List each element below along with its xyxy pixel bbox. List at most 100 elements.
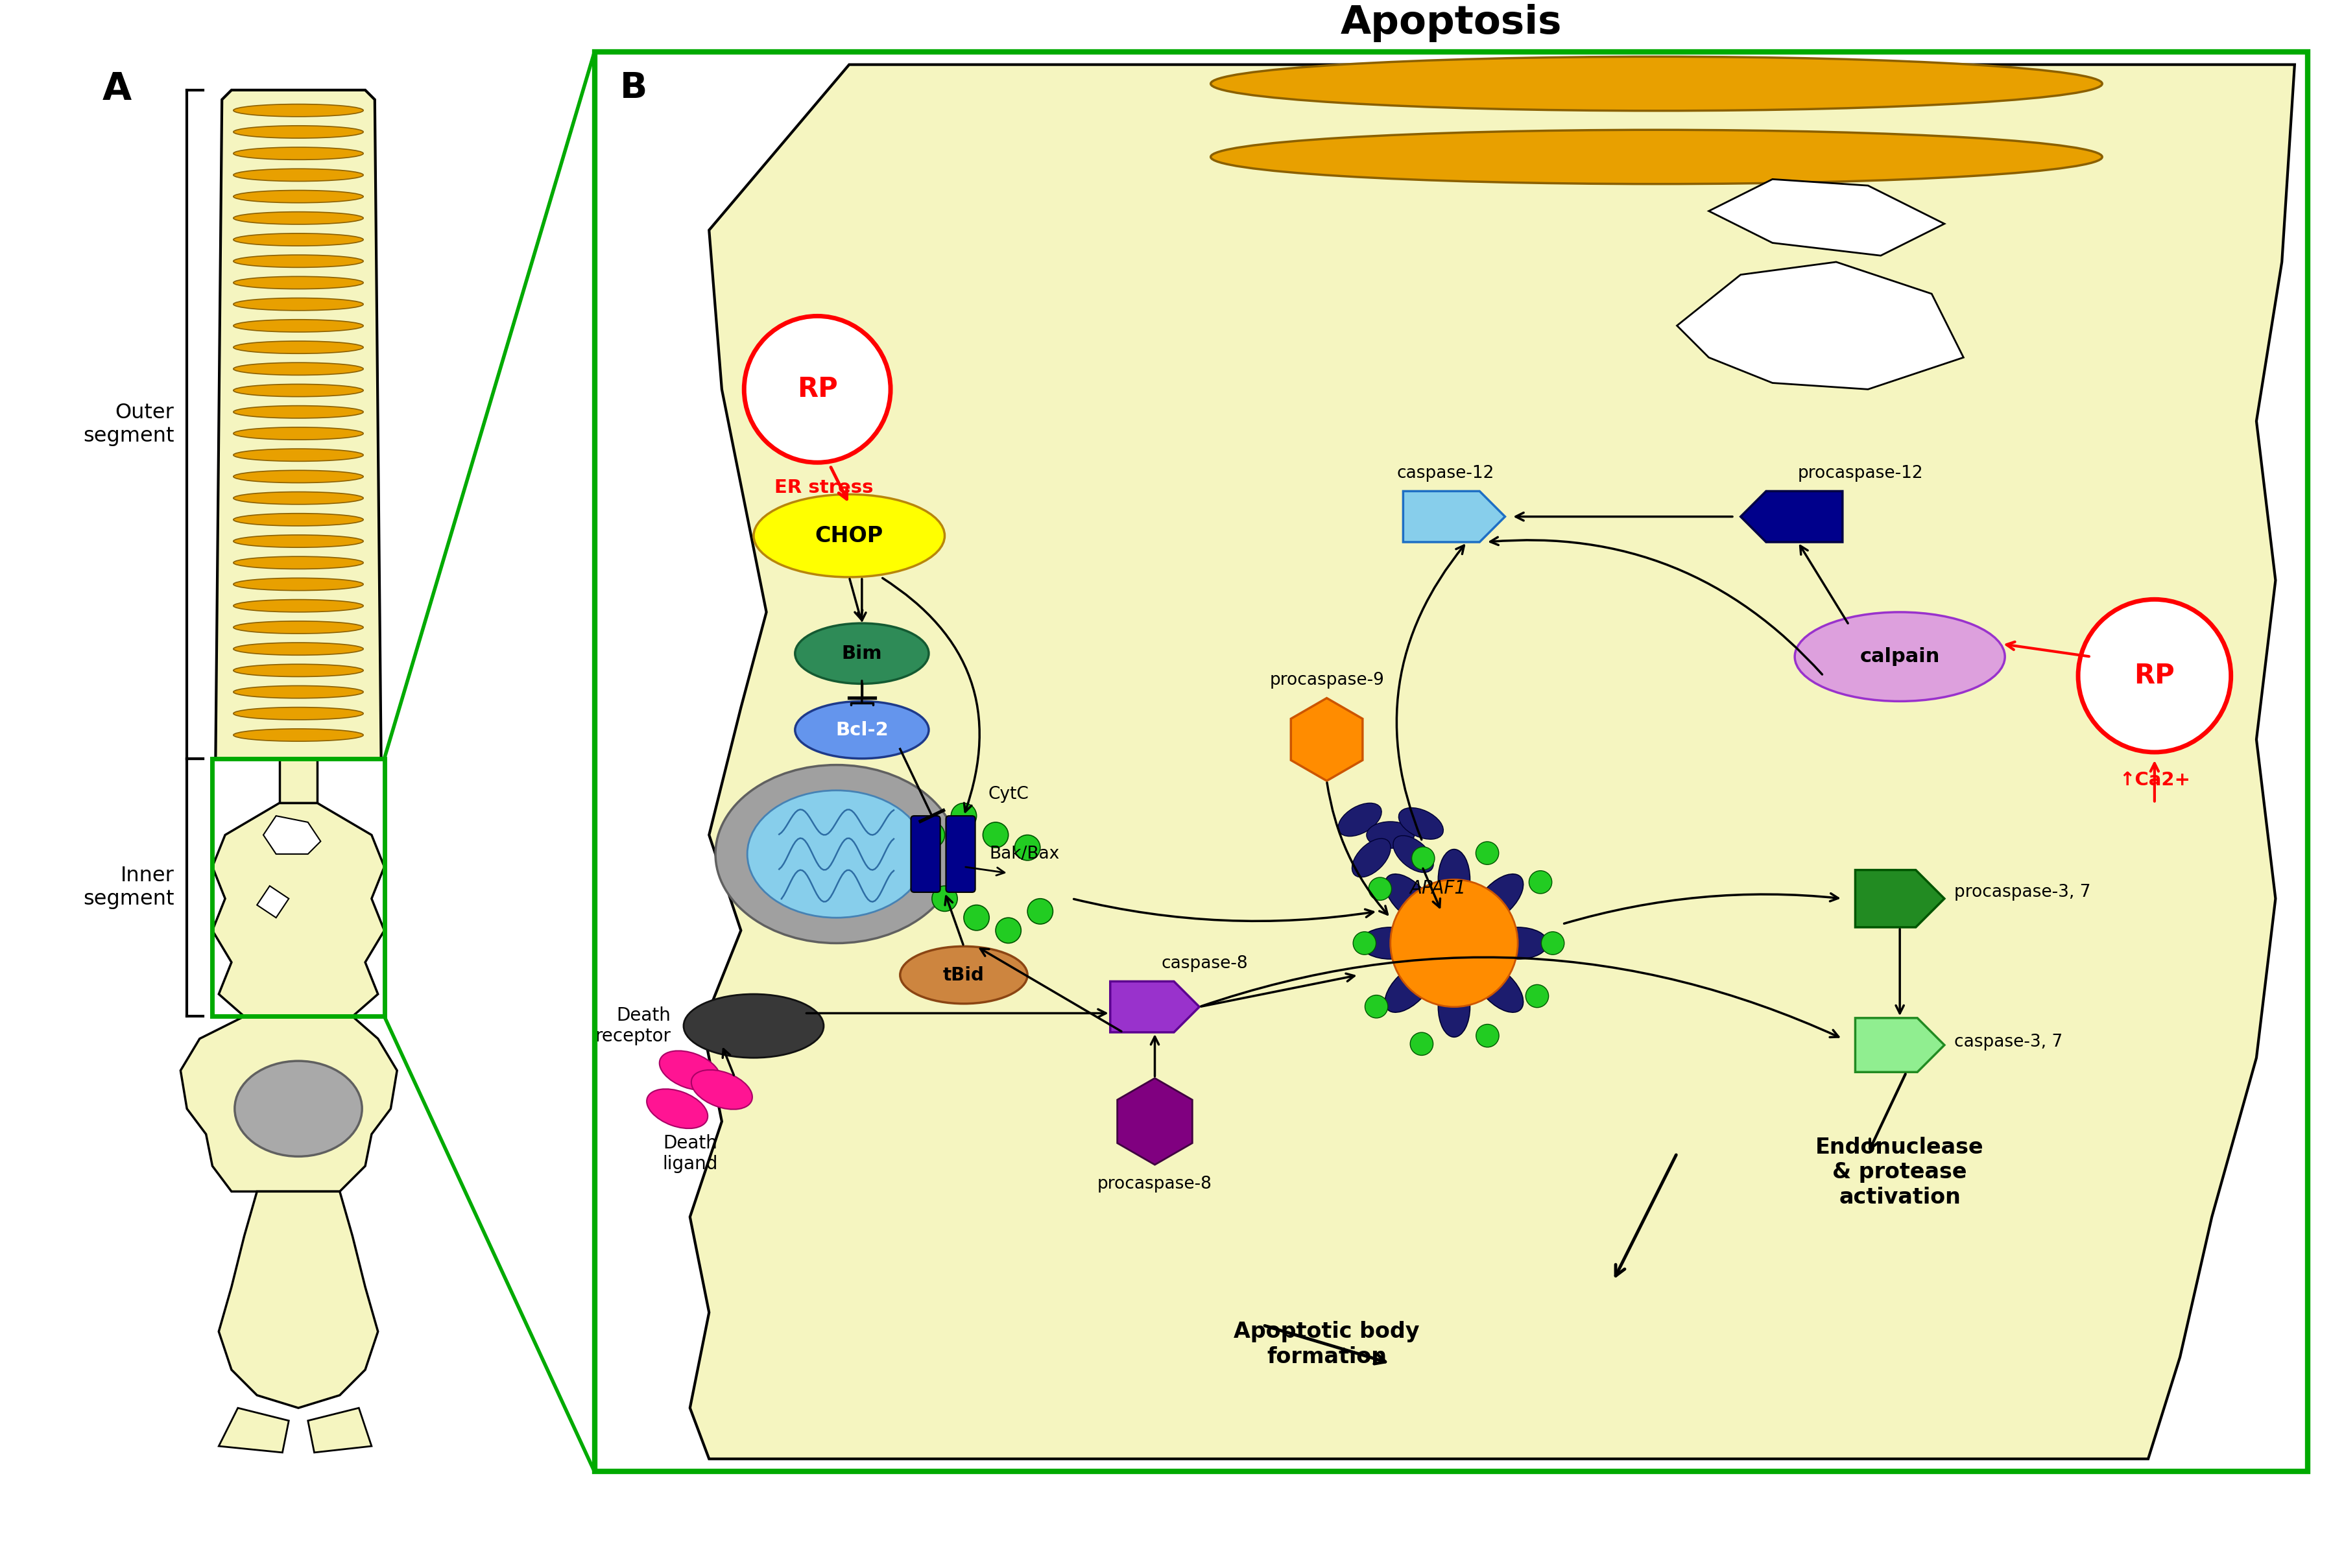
Ellipse shape	[1439, 850, 1470, 909]
Ellipse shape	[1488, 927, 1547, 960]
Bar	[213, 759, 384, 1016]
Ellipse shape	[1367, 822, 1413, 848]
Polygon shape	[279, 759, 316, 803]
Text: Bim: Bim	[841, 644, 881, 663]
Polygon shape	[180, 1016, 396, 1192]
Ellipse shape	[1212, 56, 2103, 111]
Text: caspase-12: caspase-12	[1397, 464, 1495, 481]
Text: Apoptotic body
formation: Apoptotic body formation	[1233, 1322, 1420, 1367]
Ellipse shape	[234, 384, 363, 397]
FancyBboxPatch shape	[912, 815, 940, 892]
Ellipse shape	[795, 622, 928, 684]
Ellipse shape	[234, 1062, 361, 1157]
Ellipse shape	[647, 1090, 708, 1129]
Polygon shape	[1854, 870, 1946, 927]
Ellipse shape	[748, 790, 926, 917]
Ellipse shape	[234, 298, 363, 310]
Ellipse shape	[1474, 964, 1524, 1013]
Ellipse shape	[684, 994, 823, 1058]
Ellipse shape	[234, 621, 363, 633]
Ellipse shape	[1439, 977, 1470, 1036]
Text: CytC: CytC	[989, 786, 1029, 803]
Circle shape	[1526, 985, 1549, 1008]
Circle shape	[1364, 996, 1388, 1018]
Polygon shape	[1854, 1018, 1946, 1073]
Polygon shape	[1742, 491, 1842, 543]
Circle shape	[1411, 847, 1435, 870]
Text: caspase-3, 7: caspase-3, 7	[1955, 1033, 2063, 1051]
Ellipse shape	[1385, 873, 1432, 922]
Circle shape	[1390, 880, 1519, 1007]
Ellipse shape	[659, 1051, 720, 1090]
Ellipse shape	[234, 729, 363, 742]
Circle shape	[963, 905, 989, 930]
Text: CHOP: CHOP	[816, 525, 884, 546]
Ellipse shape	[234, 320, 363, 332]
Circle shape	[952, 803, 977, 828]
Ellipse shape	[1360, 927, 1420, 960]
Ellipse shape	[1399, 808, 1444, 839]
Text: procaspase-12: procaspase-12	[1798, 464, 1924, 481]
Text: Death
receptor: Death receptor	[595, 1007, 670, 1046]
Ellipse shape	[1392, 836, 1435, 872]
Ellipse shape	[234, 599, 363, 612]
Text: RP: RP	[797, 376, 837, 403]
Text: tBid: tBid	[942, 966, 984, 985]
Circle shape	[1528, 870, 1552, 894]
Ellipse shape	[1212, 130, 2103, 183]
Circle shape	[2079, 599, 2231, 753]
Text: APAF1: APAF1	[1409, 880, 1465, 897]
Text: A: A	[103, 71, 131, 108]
Text: caspase-8: caspase-8	[1160, 955, 1247, 972]
Ellipse shape	[691, 1069, 752, 1109]
Ellipse shape	[234, 406, 363, 419]
Ellipse shape	[234, 190, 363, 202]
Circle shape	[1352, 931, 1376, 955]
Circle shape	[982, 822, 1008, 848]
Ellipse shape	[1385, 964, 1432, 1013]
Circle shape	[743, 317, 891, 463]
Ellipse shape	[1352, 839, 1390, 877]
Text: Endonuclease
& protease
activation: Endonuclease & protease activation	[1817, 1137, 1983, 1207]
Ellipse shape	[234, 643, 363, 655]
Ellipse shape	[1338, 803, 1381, 836]
Ellipse shape	[755, 494, 945, 577]
Polygon shape	[1404, 491, 1505, 543]
Polygon shape	[263, 815, 321, 855]
Polygon shape	[218, 1408, 288, 1452]
Text: procaspase-8: procaspase-8	[1097, 1176, 1212, 1192]
Text: ↑Ca2+: ↑Ca2+	[2119, 771, 2189, 789]
Polygon shape	[689, 64, 2295, 1458]
Text: RP: RP	[2133, 662, 2175, 690]
Ellipse shape	[234, 665, 363, 677]
Ellipse shape	[234, 707, 363, 720]
Circle shape	[1477, 842, 1498, 864]
Ellipse shape	[234, 426, 363, 439]
Polygon shape	[258, 886, 288, 917]
Ellipse shape	[795, 701, 928, 759]
Ellipse shape	[1796, 612, 2004, 701]
Ellipse shape	[234, 125, 363, 138]
Ellipse shape	[234, 492, 363, 505]
Polygon shape	[218, 1192, 377, 1408]
Text: ER stress: ER stress	[774, 478, 874, 497]
Ellipse shape	[715, 765, 956, 944]
Polygon shape	[1111, 982, 1200, 1032]
Ellipse shape	[234, 342, 363, 353]
Polygon shape	[1709, 179, 1946, 256]
Text: Bak/Bax: Bak/Bax	[989, 845, 1059, 862]
Circle shape	[1015, 834, 1041, 861]
Circle shape	[996, 917, 1022, 944]
Ellipse shape	[234, 276, 363, 289]
Ellipse shape	[234, 513, 363, 525]
FancyBboxPatch shape	[947, 815, 975, 892]
Circle shape	[919, 822, 945, 848]
Polygon shape	[1292, 698, 1362, 781]
Ellipse shape	[234, 256, 363, 268]
Bar	[595, 52, 2306, 1472]
Text: calpain: calpain	[1859, 648, 1941, 666]
Circle shape	[1411, 1032, 1432, 1055]
Ellipse shape	[234, 169, 363, 182]
Text: Outer
segment: Outer segment	[82, 403, 173, 445]
Circle shape	[1477, 1024, 1498, 1047]
